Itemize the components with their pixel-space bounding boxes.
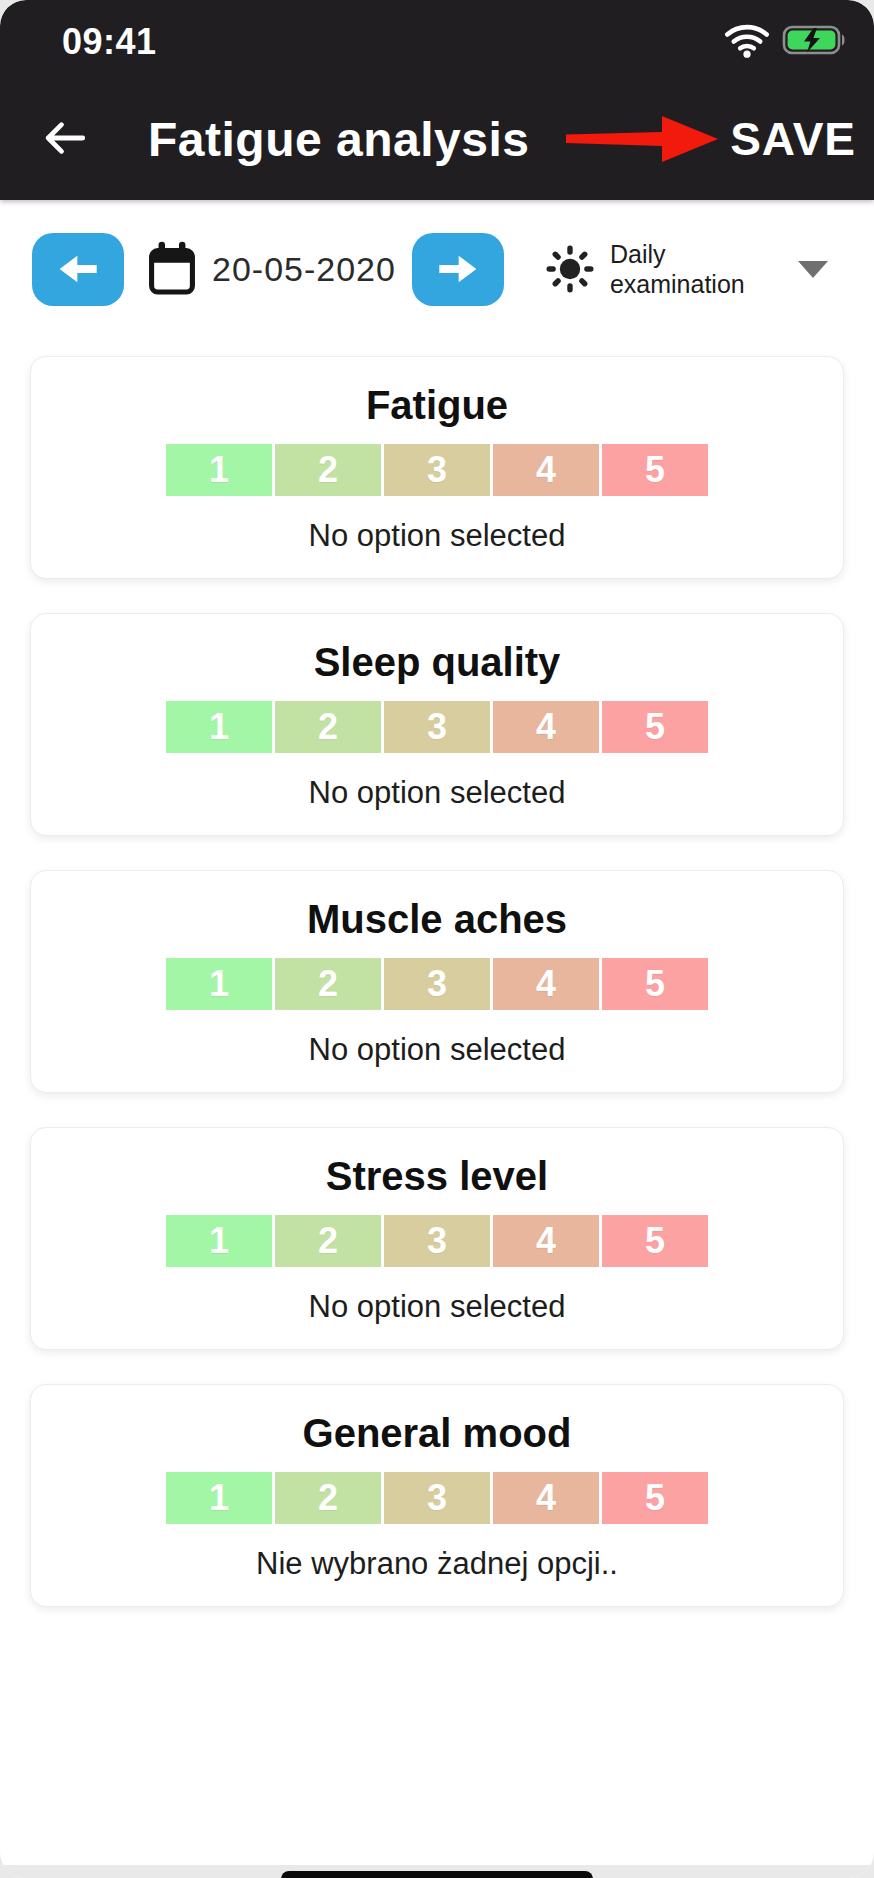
rating-option-2[interactable]: 2: [275, 701, 381, 753]
phone-screen: 09:41: [0, 0, 874, 1878]
app-header: 09:41: [0, 0, 874, 200]
rating-option-3[interactable]: 3: [384, 444, 490, 496]
rating-option-3[interactable]: 3: [384, 1215, 490, 1267]
status-bar: 09:41: [0, 0, 874, 68]
card-title: General mood: [31, 1411, 843, 1456]
rating-option-4[interactable]: 4: [493, 1215, 599, 1267]
arrow-left-icon: [57, 252, 99, 286]
rating-option-1[interactable]: 1: [166, 958, 272, 1010]
rating-option-5[interactable]: 5: [602, 1215, 708, 1267]
question-card-fatigue: Fatigue 1 2 3 4 5 No option selected: [30, 356, 844, 579]
selection-status: No option selected: [31, 518, 843, 554]
card-title: Muscle aches: [31, 897, 843, 942]
next-day-button[interactable]: [412, 233, 504, 306]
question-card-list: Fatigue 1 2 3 4 5 No option selected Sle…: [0, 356, 874, 1607]
page-title: Fatigue analysis: [148, 112, 529, 167]
rating-option-5[interactable]: 5: [602, 444, 708, 496]
rating-option-2[interactable]: 2: [275, 1472, 381, 1524]
card-title: Sleep quality: [31, 640, 843, 685]
selection-status: No option selected: [31, 1032, 843, 1068]
rating-option-5[interactable]: 5: [602, 701, 708, 753]
rating-option-3[interactable]: 3: [384, 1472, 490, 1524]
examination-type-dropdown[interactable]: Daily examination: [504, 239, 850, 300]
sun-icon: [544, 243, 596, 295]
wifi-icon: [724, 22, 770, 62]
question-card-sleep-quality: Sleep quality 1 2 3 4 5 No option select…: [30, 613, 844, 836]
rating-option-1[interactable]: 1: [166, 701, 272, 753]
status-icons: [724, 22, 848, 62]
date-toolbar: 20-05-2020 Daily examination: [32, 232, 850, 306]
clock: 09:41: [62, 21, 157, 63]
rating-option-3[interactable]: 3: [384, 701, 490, 753]
chevron-down-icon[interactable]: [798, 261, 828, 278]
rating-option-1[interactable]: 1: [166, 1215, 272, 1267]
question-card-muscle-aches: Muscle aches 1 2 3 4 5 No option selecte…: [30, 870, 844, 1093]
question-card-stress-level: Stress level 1 2 3 4 5 No option selecte…: [30, 1127, 844, 1350]
card-title: Stress level: [31, 1154, 843, 1199]
previous-day-button[interactable]: [32, 233, 124, 306]
calendar-icon[interactable]: [144, 240, 200, 298]
date-display[interactable]: 20-05-2020: [212, 250, 396, 289]
rating-option-4[interactable]: 4: [493, 1472, 599, 1524]
rating-option-2[interactable]: 2: [275, 1215, 381, 1267]
rating-option-4[interactable]: 4: [493, 444, 599, 496]
red-annotation-arrow-icon: [566, 110, 718, 172]
rating-option-2[interactable]: 2: [275, 958, 381, 1010]
navigation-bar: Fatigue analysis SAVE: [0, 68, 874, 172]
rating-scale: 1 2 3 4 5: [166, 444, 708, 496]
save-button[interactable]: SAVE: [730, 112, 856, 166]
arrow-right-icon: [437, 252, 479, 286]
selection-status: No option selected: [31, 775, 843, 811]
question-card-general-mood: General mood 1 2 3 4 5 Nie wybrano żadne…: [30, 1384, 844, 1607]
rating-option-5[interactable]: 5: [602, 1472, 708, 1524]
examination-type-label: Daily examination: [610, 239, 782, 300]
rating-scale: 1 2 3 4 5: [166, 1215, 708, 1267]
back-arrow-icon: [39, 113, 89, 163]
rating-option-2[interactable]: 2: [275, 444, 381, 496]
rating-option-4[interactable]: 4: [493, 701, 599, 753]
rating-option-1[interactable]: 1: [166, 1472, 272, 1524]
selection-status: Nie wybrano żadnej opcji..: [31, 1546, 843, 1582]
rating-scale: 1 2 3 4 5: [166, 701, 708, 753]
battery-charging-icon: [782, 23, 848, 61]
rating-option-5[interactable]: 5: [602, 958, 708, 1010]
selection-status: No option selected: [31, 1289, 843, 1325]
rating-scale: 1 2 3 4 5: [166, 958, 708, 1010]
home-indicator[interactable]: [281, 1871, 593, 1878]
card-title: Fatigue: [31, 383, 843, 428]
rating-option-4[interactable]: 4: [493, 958, 599, 1010]
rating-option-1[interactable]: 1: [166, 444, 272, 496]
rating-option-3[interactable]: 3: [384, 958, 490, 1010]
back-button[interactable]: [38, 113, 90, 165]
rating-scale: 1 2 3 4 5: [166, 1472, 708, 1524]
